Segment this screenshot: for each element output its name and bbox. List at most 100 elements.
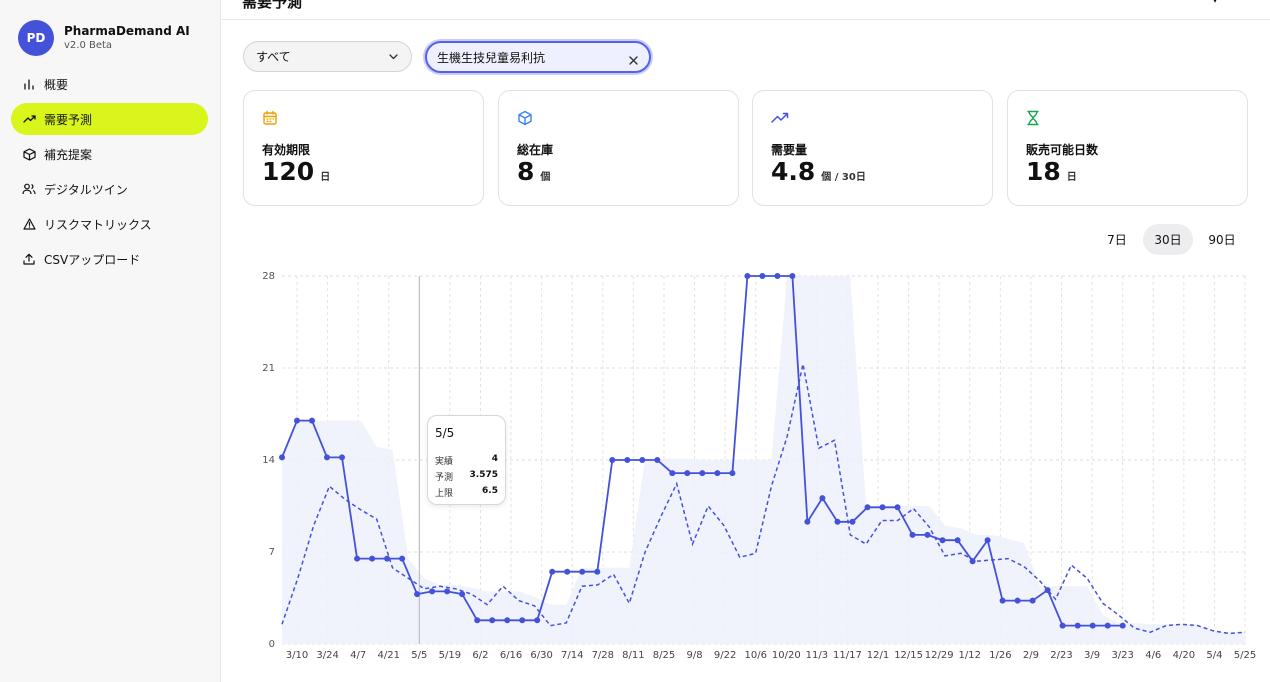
y-tick-label: 7 <box>269 547 275 558</box>
forecast-line <box>281 363 1246 635</box>
kpi-unit: 個 / 30日 <box>821 172 866 183</box>
actual-point <box>609 457 616 463</box>
app-version: v2.0 Beta <box>64 40 113 51</box>
users-icon <box>22 182 36 196</box>
sidebar-item-label: リスクマトリックス <box>44 217 152 232</box>
actual-point <box>294 417 300 424</box>
sidebar-item-replenishment[interactable]: 補充提案 <box>11 138 208 170</box>
x-tick-label: 5/5 <box>411 650 427 661</box>
product-search-input[interactable] <box>437 50 617 64</box>
upload-icon <box>22 252 36 266</box>
demand-forecast-chart: 0 7 14 21 28 3/10 3/24 4/7 4/21 5/5 5/19 6/2 6/16 6/3… <box>262 271 1256 661</box>
actual-point <box>369 555 376 562</box>
avatar: PD <box>18 20 54 56</box>
x-tick-label: 6/16 <box>500 650 522 661</box>
actual-point <box>309 417 315 424</box>
trend-up-icon <box>771 110 789 129</box>
y-tick-label: 0 <box>269 639 275 650</box>
brand: PD PharmaDemand AI v2.0 Beta <box>18 20 190 56</box>
tooltip-label: 実績 <box>435 457 454 467</box>
actual-point <box>654 457 661 463</box>
actual-point <box>444 588 451 595</box>
kpi-label: 需要量 <box>771 143 808 157</box>
x-tick-label: 9/8 <box>687 650 703 661</box>
warning-icon <box>22 217 36 231</box>
actual-point <box>1044 587 1051 594</box>
x-tick-label: 2/23 <box>1050 650 1072 661</box>
kpi-value: 8 <box>517 157 535 186</box>
x-tick-label: 6/2 <box>472 650 488 661</box>
x-tick-label: 4/7 <box>350 650 366 661</box>
actual-point <box>714 470 721 477</box>
range-90d-button[interactable]: 90日 <box>1208 233 1236 247</box>
tooltip-value: 4 <box>491 454 498 464</box>
x-tick-label: 1/12 <box>959 650 981 661</box>
tooltip-row-upper: 上限 6.5 <box>435 486 498 499</box>
tooltip-value: 3.575 <box>469 470 498 480</box>
actual-point <box>834 518 841 525</box>
sidebar-item-label: 需要予測 <box>44 112 93 127</box>
sidebar-item-overview[interactable]: 概要 <box>11 68 208 100</box>
actual-point <box>429 588 436 595</box>
x-tick-label: 4/6 <box>1145 650 1161 661</box>
actual-point <box>489 617 496 624</box>
x-tick-label: 5/19 <box>439 650 461 661</box>
actual-point <box>804 518 811 525</box>
tooltip-value: 6.5 <box>482 486 498 496</box>
main-content: すべて 有効期限 120 日 総在庫 8 個 <box>222 21 1270 682</box>
kpi-value: 18 <box>1026 157 1061 186</box>
x-tick-label: 6/30 <box>530 650 552 661</box>
sidebar-item-digital-twin[interactable]: デジタルツイン <box>11 173 208 205</box>
x-tick-label: 12/1 <box>867 650 889 661</box>
actual-point <box>894 504 901 511</box>
kpi-unit: 日 <box>1066 172 1077 183</box>
actual-point <box>579 568 586 575</box>
kpi-card-days-available: 販売可能日数 18 日 <box>1007 90 1248 206</box>
x-tick-label: 10/6 <box>744 650 766 661</box>
package-icon <box>517 110 533 130</box>
x-tick-label: 7/14 <box>561 650 583 661</box>
actual-point <box>459 591 466 598</box>
trend-up-icon <box>22 112 36 126</box>
x-tick-label: 11/3 <box>806 650 828 661</box>
actual-point <box>474 617 481 624</box>
sidebar-item-label: 概要 <box>44 77 69 92</box>
actual-point <box>564 568 571 575</box>
kpi-card-demand: 需要量 4.8 個 / 30日 <box>752 90 993 206</box>
tooltip-row-forecast: 予測 3.575 <box>435 470 498 483</box>
x-tick-label: 5/25 <box>1234 650 1256 661</box>
sidebar-item-csv-upload[interactable]: CSVアップロード <box>11 243 208 275</box>
kpi-value: 120 <box>262 157 315 186</box>
category-select[interactable]: すべて <box>243 41 412 72</box>
y-tick-label: 14 <box>262 455 275 466</box>
x-tick-label: 5/4 <box>1206 650 1222 661</box>
actual-point <box>819 495 826 502</box>
x-tick-label: 8/11 <box>622 650 644 661</box>
range-30d-button[interactable]: 30日 <box>1143 224 1193 255</box>
header-menu-icon[interactable]: ▾ <box>1212 0 1218 6</box>
actual-point <box>699 470 706 477</box>
page-title: 需要予測 <box>242 0 303 11</box>
range-7d-button[interactable]: 7日 <box>1107 233 1127 247</box>
x-tick-label: 1/26 <box>989 650 1011 661</box>
actual-point <box>534 617 541 624</box>
clear-icon[interactable] <box>628 51 639 70</box>
sidebar-item-demand-forecast[interactable]: 需要予測 <box>11 103 208 135</box>
actual-point <box>399 555 406 562</box>
hourglass-icon <box>1026 110 1040 130</box>
actual-point <box>969 558 976 565</box>
box-icon <box>22 147 36 161</box>
chart-tooltip: 5/5 実績 4 予測 3.575 上限 6.5 <box>427 415 506 505</box>
actual-point <box>549 568 556 575</box>
actual-point <box>1089 622 1096 629</box>
actual-point <box>984 537 991 544</box>
actual-point <box>849 518 856 525</box>
x-tick-label: 4/21 <box>378 650 400 661</box>
app-name: PharmaDemand AI <box>64 24 190 38</box>
sidebar-item-risk-matrix[interactable]: リスクマトリックス <box>11 208 208 240</box>
x-tick-label: 11/17 <box>833 650 862 661</box>
actual-point <box>384 555 391 562</box>
x-tick-label: 7/28 <box>592 650 614 661</box>
actual-point <box>279 454 285 461</box>
top-header: 需要予測 ▾ <box>222 0 1270 20</box>
